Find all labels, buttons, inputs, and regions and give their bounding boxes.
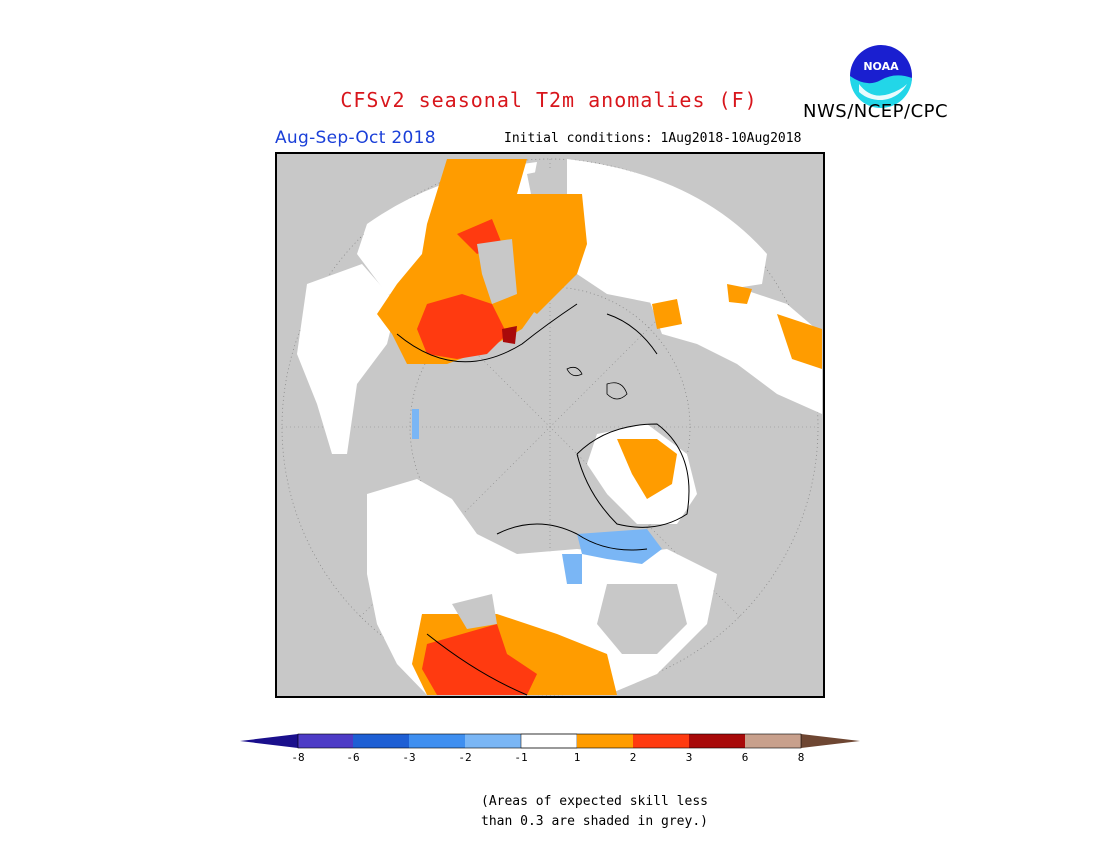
colorbar-bin: [409, 734, 465, 748]
colorbar-bin: [298, 734, 353, 748]
colorbar-tick: 2: [629, 751, 637, 764]
colorbar: [240, 733, 860, 749]
anomaly-greenland-warm: [617, 439, 677, 499]
anomaly-chukotka-warm2: [727, 284, 752, 304]
meridian-line: [359, 236, 741, 618]
anomaly-chukotka-warm3: [652, 299, 682, 329]
polar-map: [275, 152, 825, 698]
colorbar-tick: 8: [797, 751, 805, 764]
colorbar-tick: -2: [458, 751, 472, 764]
skill-footnote: (Areas of expected skill less than 0.3 a…: [481, 792, 708, 832]
colorbar-min-arrow: [240, 734, 298, 748]
organization-label: NWS/NCEP/CPC: [803, 101, 949, 122]
initial-conditions: Initial conditions: 1Aug2018-10Aug2018: [504, 131, 802, 146]
colorbar-tick: 1: [573, 751, 581, 764]
colorbar-tick: -8: [291, 751, 305, 764]
anomaly-asia-hot: [417, 294, 507, 359]
colorbar-bin: [577, 734, 633, 748]
footnote-line-1: (Areas of expected skill less: [481, 794, 708, 809]
coastline-islands: [566, 366, 628, 400]
colorbar-bin: [633, 734, 689, 748]
low-skill-canada: [597, 584, 687, 654]
anomaly-usa-hot: [422, 624, 537, 695]
colorbar-tick: -3: [402, 751, 416, 764]
anomaly-scandinavia-cool: [412, 409, 419, 439]
low-skill-usa: [452, 594, 497, 629]
footnote-line-2: than 0.3 are shaded in grey.): [481, 814, 708, 829]
anomaly-siberia-warm: [517, 194, 587, 314]
colorbar-bin: [689, 734, 745, 748]
anomaly-canada-cool: [577, 529, 662, 564]
colorbar-tick: -1: [514, 751, 528, 764]
colorbar-bin: [353, 734, 409, 748]
colorbar-max-arrow: [801, 734, 860, 748]
chart-title: CFSv2 seasonal T2m anomalies (F): [340, 88, 758, 112]
colorbar-bin: [745, 734, 801, 748]
colorbar-bin: [465, 734, 521, 748]
low-skill-asia2: [527, 169, 557, 199]
map-canvas: [277, 154, 823, 696]
anomaly-hudson-cool: [562, 554, 582, 584]
colorbar-tick: 3: [685, 751, 693, 764]
low-skill-asia: [477, 239, 517, 304]
land-siberia-east: [567, 159, 767, 304]
colorbar-tick: 6: [741, 751, 749, 764]
anomaly-chukotka-warm: [777, 314, 822, 369]
forecast-period: Aug-Sep-Oct 2018: [275, 128, 436, 148]
noaa-logo-text: NOAA: [863, 60, 899, 73]
coastline: [396, 303, 690, 696]
noaa-logo: NOAA: [849, 45, 912, 108]
colorbar-bin: [520, 733, 578, 749]
colorbar-tick: -6: [346, 751, 360, 764]
land-europe: [297, 264, 397, 454]
anomaly-asia-extreme: [502, 326, 517, 344]
